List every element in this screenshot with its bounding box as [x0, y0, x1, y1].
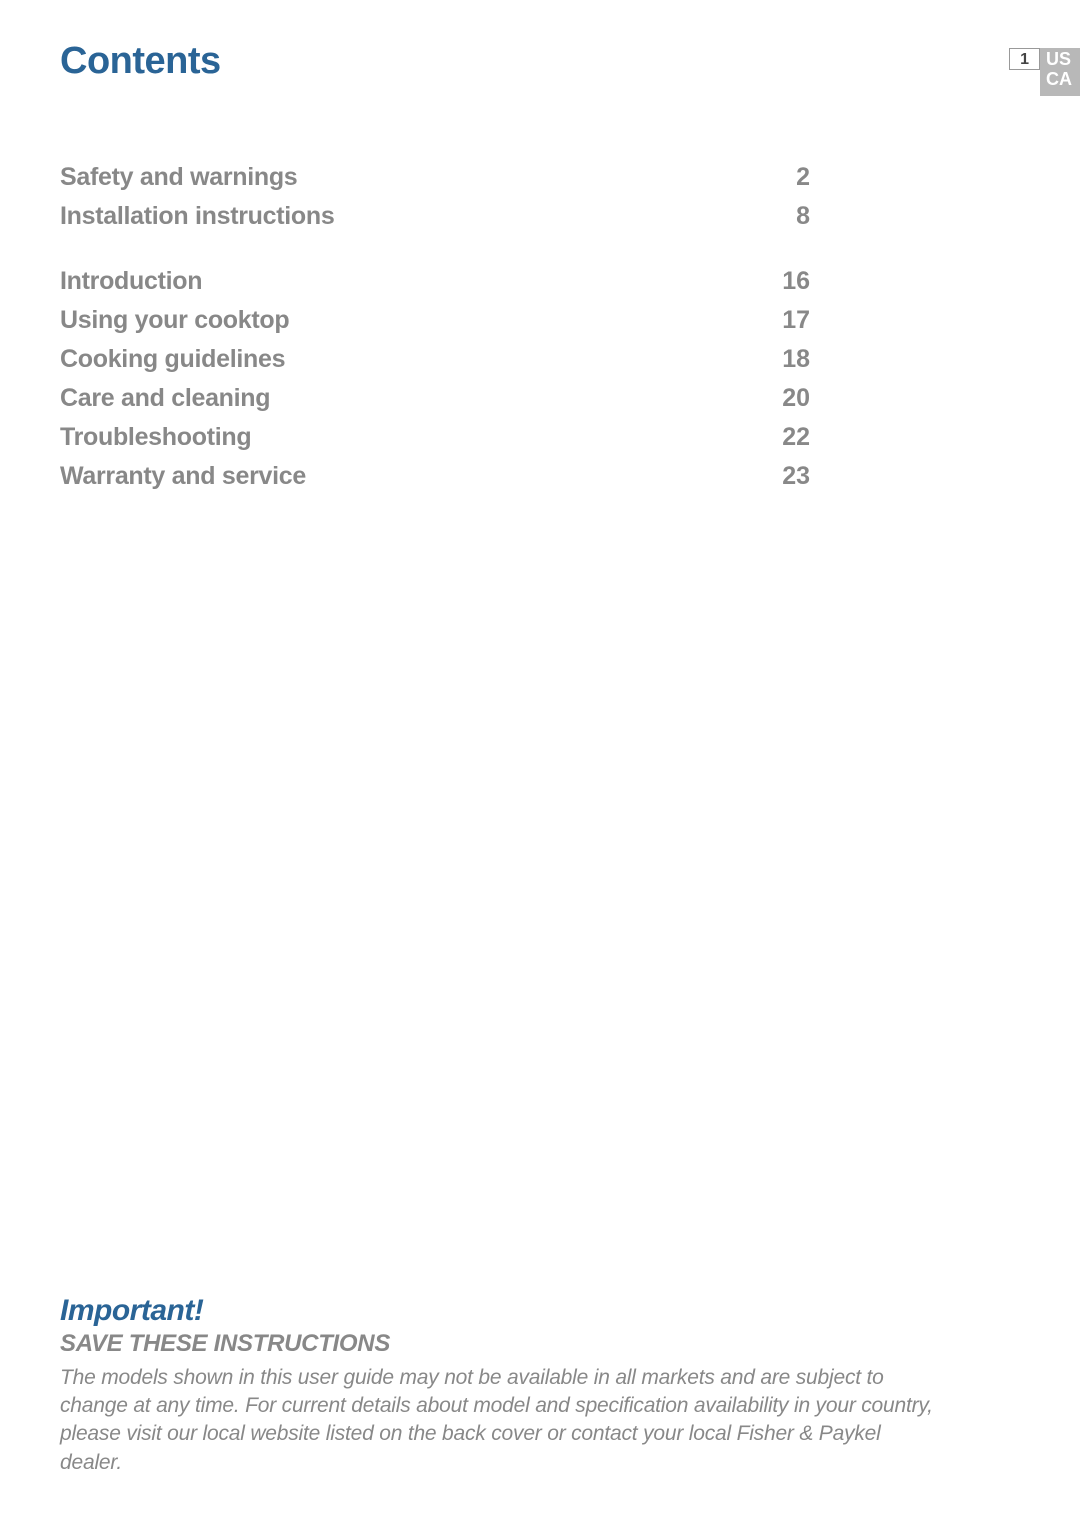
toc-label: Cooking guidelines — [60, 345, 285, 374]
toc-row: Installation instructions 8 — [60, 202, 810, 231]
toc-label: Installation instructions — [60, 202, 334, 231]
toc-page: 16 — [770, 267, 810, 296]
toc-page: 17 — [770, 306, 810, 335]
important-heading: Important! — [60, 1294, 940, 1328]
header-row: Contents 1 US CA — [60, 40, 1020, 83]
toc-section: Safety and warnings 2 Installation instr… — [60, 163, 810, 491]
toc-label: Troubleshooting — [60, 423, 251, 452]
region-line-1: US — [1046, 50, 1072, 70]
toc-page: 8 — [770, 202, 810, 231]
toc-group-1: Safety and warnings 2 Installation instr… — [60, 163, 810, 231]
page-title: Contents — [60, 40, 1020, 83]
toc-label: Introduction — [60, 267, 202, 296]
footer-note: Important! SAVE THESE INSTRUCTIONS The m… — [60, 1294, 940, 1477]
page-container: Contents 1 US CA Safety and warnings 2 I… — [0, 0, 1080, 1532]
toc-page: 2 — [770, 163, 810, 192]
toc-row: Using your cooktop 17 — [60, 306, 810, 335]
toc-row: Cooking guidelines 18 — [60, 345, 810, 374]
page-number-box: 1 — [1009, 48, 1040, 70]
save-instructions-heading: SAVE THESE INSTRUCTIONS — [60, 1330, 940, 1358]
toc-page: 18 — [770, 345, 810, 374]
toc-row: Introduction 16 — [60, 267, 810, 296]
toc-label: Warranty and service — [60, 462, 306, 491]
region-line-2: CA — [1046, 70, 1072, 90]
toc-row: Care and cleaning 20 — [60, 384, 810, 413]
toc-label: Care and cleaning — [60, 384, 270, 413]
toc-page: 22 — [770, 423, 810, 452]
region-label: US CA — [1040, 48, 1080, 96]
disclaimer-text: The models shown in this user guide may … — [60, 1364, 940, 1477]
toc-group-2: Introduction 16 Using your cooktop 17 Co… — [60, 267, 810, 491]
toc-page: 20 — [770, 384, 810, 413]
toc-label: Using your cooktop — [60, 306, 289, 335]
region-badge: 1 US CA — [1009, 48, 1080, 96]
toc-page: 23 — [770, 462, 810, 491]
toc-label: Safety and warnings — [60, 163, 297, 192]
toc-row: Troubleshooting 22 — [60, 423, 810, 452]
toc-row: Warranty and service 23 — [60, 462, 810, 491]
toc-row: Safety and warnings 2 — [60, 163, 810, 192]
